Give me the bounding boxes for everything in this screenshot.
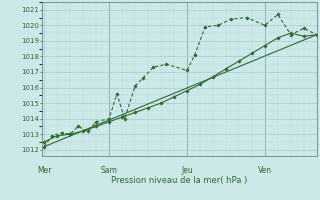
X-axis label: Pression niveau de la mer( hPa ): Pression niveau de la mer( hPa )	[111, 176, 247, 185]
